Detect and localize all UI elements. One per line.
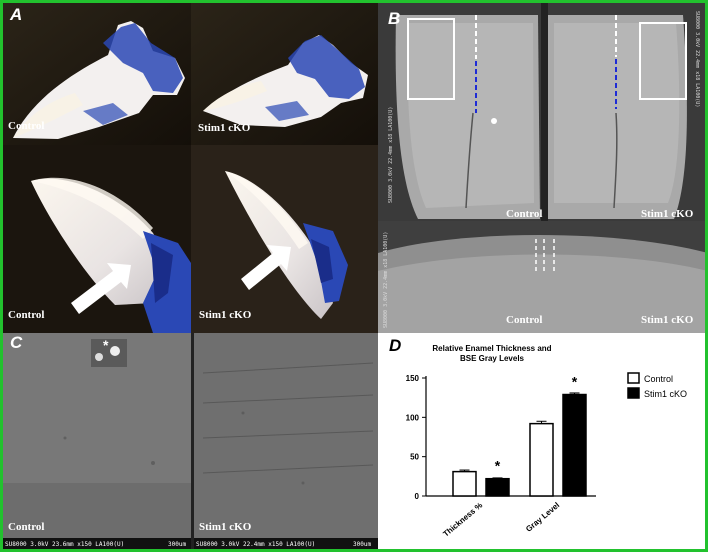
- legend-label-control: Control: [644, 374, 673, 384]
- panel-a-images: [3, 3, 378, 333]
- panel-b-caption-1: SU8000 3.0kV 22.4mm x18 LA100(U): [388, 106, 394, 203]
- bar-control-1: [529, 422, 554, 497]
- significance-asterisk: *: [495, 458, 501, 474]
- y-tick-label: 0: [415, 492, 420, 501]
- panel-c-scale-right: 300um: [353, 541, 372, 548]
- panel-d: D Relative Enamel Thickness and BSE Gray…: [378, 333, 705, 549]
- panel-a-label-cko-bottom: Stim1 cKO: [199, 309, 252, 321]
- chart-title-line-2: BSE Gray Levels: [460, 354, 525, 363]
- bar-cko-1: [562, 393, 587, 497]
- y-tick-label: 100: [406, 413, 420, 422]
- panel-c-scale-left: 300um: [168, 541, 187, 548]
- x-tick-label: Gray Level: [524, 501, 561, 534]
- panel-c: C * Control Stim1 cKO SU8000 3.0kV 23.6m…: [3, 333, 378, 549]
- panel-c-caption-left: SU8000 3.0kV 23.6mm x150 LA100(U): [5, 541, 125, 548]
- legend-swatch-control: [627, 372, 640, 384]
- significance-asterisk: *: [572, 374, 578, 390]
- chart-bars: * Thickness % * Gray Level: [441, 374, 587, 539]
- panel-c-label-control: Control: [8, 521, 45, 533]
- panel-a-label-cko-top: Stim1 cKO: [198, 122, 251, 134]
- y-tick-label: 50: [410, 453, 419, 462]
- panel-a: A Control Stim1 cKO Control Stim1 cKO: [3, 3, 378, 333]
- panel-a-letter: A: [10, 5, 23, 24]
- panel-c-sem-images: [3, 333, 378, 549]
- legend-label-cko: Stim1 cKO: [644, 389, 687, 399]
- panel-b: B Control Stim1 cKO Control Stim1 cKO SU…: [378, 3, 705, 333]
- x-tick-label: Thickness %: [441, 501, 484, 539]
- panel-b-caption-2: SU8000 3.0kV 22.4mm x18 LA100(U): [694, 11, 700, 108]
- panel-a-label-control-bottom: Control: [8, 309, 45, 321]
- panel-b-sem-images: [378, 3, 705, 333]
- panel-b-label-control-bottom: Control: [506, 314, 543, 326]
- panel-a-label-control-top: Control: [8, 120, 45, 132]
- roi-box-control: [407, 18, 455, 100]
- roi-box-cko: [639, 22, 687, 100]
- arrow-cko-icon: [241, 245, 291, 290]
- panel-c-caption-right: SU8000 3.0kV 22.4mm x150 LA100(U): [196, 541, 316, 548]
- legend-swatch-cko: [627, 387, 640, 399]
- chart-title-line-1: Relative Enamel Thickness and: [432, 344, 551, 353]
- panel-b-caption-3: SU8000 3.0kV 22.4mm x18 LA100(U): [383, 231, 389, 328]
- arrow-control-icon: [71, 263, 131, 314]
- chart-legend: Control Stim1 cKO: [627, 372, 687, 399]
- panel-b-label-control-top: Control: [506, 208, 543, 220]
- panel-c-letter: C: [10, 333, 23, 352]
- y-tick-label: 150: [406, 374, 420, 383]
- bar-chart: Relative Enamel Thickness and BSE Gray L…: [406, 344, 687, 539]
- panel-b-letter: B: [388, 9, 401, 28]
- bar-control-0: [452, 470, 477, 497]
- panel-b-label-cko-bottom: Stim1 cKO: [641, 314, 694, 326]
- panel-c-label-cko: Stim1 cKO: [199, 521, 252, 533]
- panel-d-letter: D: [389, 336, 402, 355]
- panel-b-label-cko-top: Stim1 cKO: [641, 208, 694, 220]
- bar-cko-0: [485, 477, 510, 497]
- panel-c-asterisk: *: [103, 337, 109, 353]
